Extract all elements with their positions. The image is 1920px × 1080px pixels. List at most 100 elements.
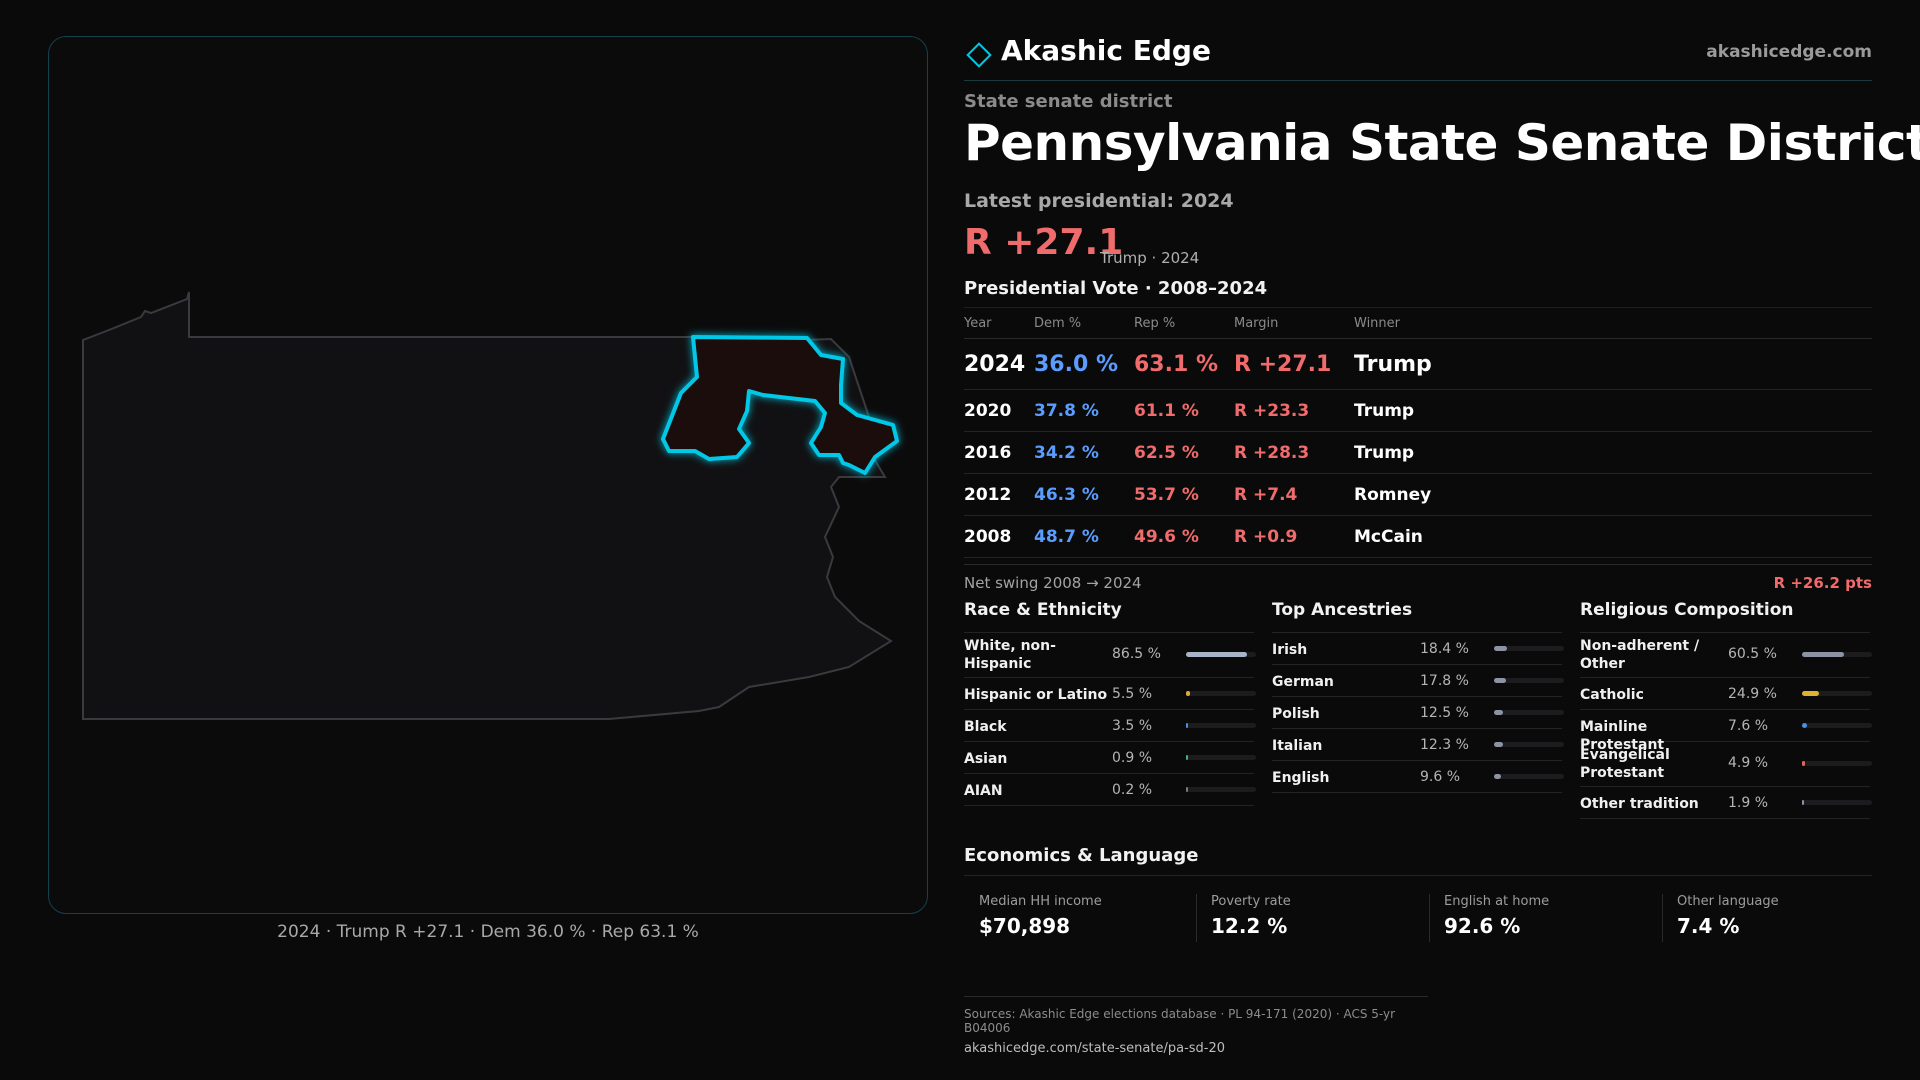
item-label: Asian bbox=[964, 751, 1008, 767]
item-pct: 86.5 % bbox=[1112, 646, 1161, 662]
item-bar bbox=[1186, 723, 1256, 728]
econ-value: 92.6 % bbox=[1444, 914, 1521, 938]
cell-rep: 63.1 % bbox=[1134, 338, 1234, 390]
item-label: Non-adherent / Other bbox=[1580, 638, 1700, 672]
bar-fill bbox=[1186, 755, 1188, 760]
econ-value: $70,898 bbox=[979, 914, 1071, 938]
item-label: Evangelical Protestant bbox=[1580, 747, 1670, 781]
item-bar bbox=[1494, 646, 1564, 651]
cell-year: 2012 bbox=[964, 473, 1034, 516]
econ-value: 7.4 % bbox=[1677, 914, 1740, 938]
item-pct: 9.6 % bbox=[1420, 769, 1461, 785]
latest-margin-winner: Trump · 2024 bbox=[1100, 249, 1200, 267]
item-bar bbox=[1186, 691, 1256, 696]
col-header-dem: Dem % bbox=[1034, 307, 1134, 339]
bar-fill bbox=[1186, 691, 1190, 696]
item-label: Catholic bbox=[1580, 687, 1644, 703]
item-label: White, non-Hispanic bbox=[964, 638, 1056, 672]
list-item: Irish 18.4 % bbox=[1272, 633, 1564, 665]
page-title: Pennsylvania State Senate District 20 bbox=[964, 114, 1920, 172]
item-pct: 12.3 % bbox=[1420, 737, 1469, 753]
list-item: Italian 12.3 % bbox=[1272, 729, 1564, 761]
section-title: Race & Ethnicity bbox=[964, 600, 1254, 633]
econ-stat-income: Median HH income $70,898 bbox=[964, 894, 1174, 942]
brand-url-link[interactable]: akashicedge.com bbox=[1706, 42, 1872, 62]
bar-fill bbox=[1802, 691, 1819, 696]
list-item: Other tradition 1.9 % bbox=[1580, 787, 1872, 819]
econ-value: 12.2 % bbox=[1211, 914, 1288, 938]
religious-composition-section: Religious Composition Non-adherent / Oth… bbox=[1580, 600, 1872, 819]
item-label: Hispanic or Latino bbox=[964, 687, 1108, 703]
economics-section: Median HH income $70,898 Poverty rate 12… bbox=[964, 875, 1872, 954]
cell-rep: 62.5 % bbox=[1134, 431, 1234, 474]
cell-margin: R +0.9 bbox=[1234, 515, 1354, 558]
item-label: Irish bbox=[1272, 642, 1308, 658]
district-shape[interactable] bbox=[661, 335, 899, 475]
cell-winner: Trump bbox=[1354, 431, 1872, 474]
item-bar bbox=[1186, 787, 1256, 792]
econ-label: English at home bbox=[1444, 894, 1550, 909]
bar-fill bbox=[1494, 678, 1506, 683]
bar-fill bbox=[1802, 652, 1844, 657]
cell-year: 2016 bbox=[964, 431, 1034, 474]
item-bar bbox=[1494, 710, 1564, 715]
top-ancestries-section: Top Ancestries Irish 18.4 % German 17.8 … bbox=[1272, 600, 1564, 793]
cell-margin: R +23.3 bbox=[1234, 389, 1354, 432]
bar-fill bbox=[1494, 646, 1507, 651]
econ-label: Median HH income bbox=[979, 894, 1102, 909]
cell-margin: R +7.4 bbox=[1234, 473, 1354, 516]
district-kind: State senate district bbox=[964, 91, 1173, 112]
item-pct: 1.9 % bbox=[1728, 795, 1769, 811]
cell-winner: Trump bbox=[1354, 389, 1872, 432]
diamond-logo-icon bbox=[966, 42, 992, 68]
cell-year: 2008 bbox=[964, 515, 1034, 558]
latest-margin: R +27.1 bbox=[964, 222, 1124, 263]
item-pct: 24.9 % bbox=[1728, 686, 1777, 702]
item-bar bbox=[1802, 652, 1872, 657]
econ-label: Poverty rate bbox=[1211, 894, 1291, 909]
item-pct: 0.9 % bbox=[1112, 750, 1153, 766]
net-swing-label: Net swing 2008 → 2024 bbox=[964, 574, 1142, 592]
econ-stat-poverty: Poverty rate 12.2 % bbox=[1196, 894, 1406, 942]
list-item: Evangelical Protestant 4.9 % bbox=[1580, 742, 1872, 787]
col-header-rep: Rep % bbox=[1134, 307, 1234, 339]
presidential-vote-title: Presidential Vote · 2008–2024 bbox=[964, 278, 1268, 299]
cell-dem: 34.2 % bbox=[1034, 431, 1134, 474]
col-header-year: Year bbox=[964, 307, 1034, 339]
cell-rep: 61.1 % bbox=[1134, 389, 1234, 432]
bar-fill bbox=[1494, 742, 1503, 747]
item-pct: 18.4 % bbox=[1420, 641, 1469, 657]
section-title: Religious Composition bbox=[1580, 600, 1870, 633]
item-pct: 17.8 % bbox=[1420, 673, 1469, 689]
item-bar bbox=[1186, 755, 1256, 760]
list-item: Polish 12.5 % bbox=[1272, 697, 1564, 729]
section-title: Top Ancestries bbox=[1272, 600, 1562, 633]
bar-fill bbox=[1802, 800, 1804, 805]
table-header-row: Year Dem % Rep % Margin Winner bbox=[964, 307, 1872, 339]
map-caption: 2024 · Trump R +27.1 · Dem 36.0 % · Rep … bbox=[277, 922, 699, 942]
bar-fill bbox=[1186, 723, 1188, 728]
cell-winner: McCain bbox=[1354, 515, 1872, 558]
item-bar bbox=[1802, 723, 1872, 728]
bar-fill bbox=[1186, 652, 1247, 657]
source-url-link[interactable]: akashicedge.com/state-senate/pa-sd-20 bbox=[964, 1041, 1226, 1056]
item-label: Black bbox=[964, 719, 1007, 735]
cell-winner: Trump bbox=[1354, 338, 1872, 390]
col-header-winner: Winner bbox=[1354, 307, 1872, 339]
cell-dem: 46.3 % bbox=[1034, 473, 1134, 516]
brand-header: Akashic Edge akashicedge.com bbox=[964, 30, 1872, 81]
list-item: Mainline Protestant 7.6 % bbox=[1580, 710, 1872, 753]
col-header-margin: Margin bbox=[1234, 307, 1354, 339]
item-label: Other tradition bbox=[1580, 796, 1699, 812]
item-bar bbox=[1494, 742, 1564, 747]
bar-fill bbox=[1802, 723, 1807, 728]
cell-dem: 36.0 % bbox=[1034, 338, 1134, 390]
item-bar bbox=[1802, 800, 1872, 805]
table-row: 2024 36.0 % 63.1 % R +27.1 Trump bbox=[964, 338, 1872, 390]
map-panel[interactable] bbox=[48, 36, 928, 914]
econ-stat-english: English at home 92.6 % bbox=[1429, 894, 1639, 942]
item-pct: 7.6 % bbox=[1728, 718, 1769, 734]
list-item: Asian 0.9 % bbox=[964, 742, 1256, 774]
economics-title: Economics & Language bbox=[964, 845, 1199, 866]
table-row: 2008 48.7 % 49.6 % R +0.9 McCain bbox=[964, 515, 1872, 558]
